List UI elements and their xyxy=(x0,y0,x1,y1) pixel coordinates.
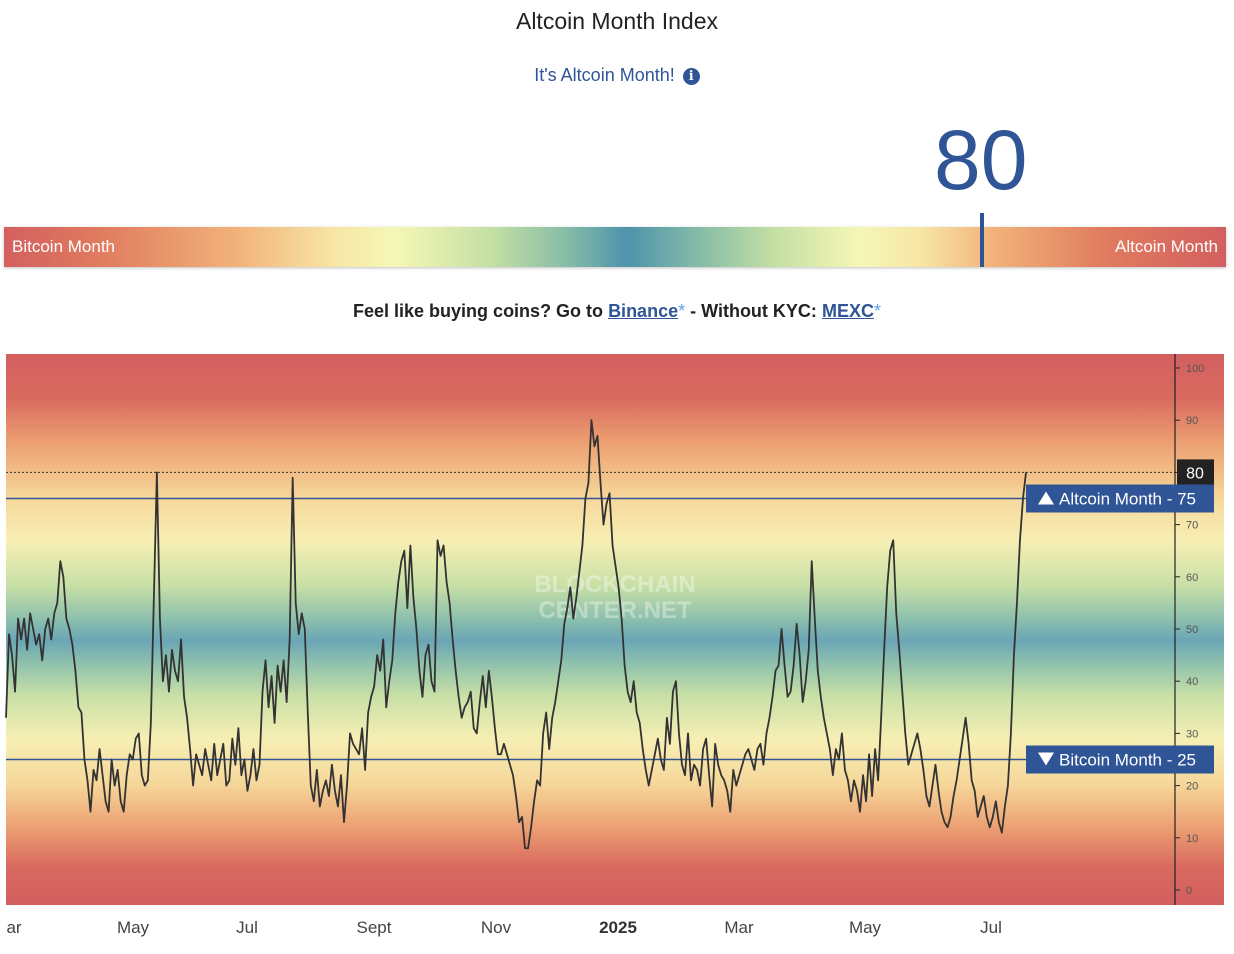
threshold-labels: Altcoin Month - 75 Bitcoin Month - 25 xyxy=(1026,484,1214,774)
index-value: 80 xyxy=(934,113,1028,207)
y-tick-label-10: 10 xyxy=(1186,833,1198,845)
x-tick-label-2: Jul xyxy=(236,918,258,937)
index-series-line xyxy=(5,419,1027,850)
status-text: It's Altcoin Month! xyxy=(534,65,675,85)
x-tick-label-0: ar xyxy=(6,918,21,937)
x-tick-label-7: May xyxy=(849,918,882,937)
promo-banner: Feel like buying coins? Go to Binance* -… xyxy=(0,301,1234,322)
x-tick-label-3: Sept xyxy=(357,918,392,937)
y-tick-label-60: 60 xyxy=(1186,572,1198,584)
y-tick-label-40: 40 xyxy=(1186,676,1198,688)
y-tick-label-70: 70 xyxy=(1186,520,1198,532)
binance-link[interactable]: Binance xyxy=(608,301,679,321)
y-tick-label-50: 50 xyxy=(1186,624,1198,636)
gauge-right-label: Altcoin Month xyxy=(1115,237,1218,256)
x-tick-label-1: May xyxy=(117,918,150,937)
threshold-badge-75 xyxy=(1026,484,1214,513)
promo-prefix: Feel like buying coins? Go to xyxy=(353,301,604,321)
gauge-left-label: Bitcoin Month xyxy=(12,237,115,256)
x-axis: ar May Jul Sept Nov 2025 Mar May Jul xyxy=(6,918,1001,937)
promo-middle: - Without KYC: xyxy=(690,301,817,321)
y-tick-label-20: 20 xyxy=(1186,781,1198,793)
threshold-label-75: Altcoin Month - 75 xyxy=(1059,490,1196,509)
binance-star: * xyxy=(678,301,686,321)
x-tick-label-4: Nov xyxy=(481,918,512,937)
chart-background xyxy=(6,354,1224,905)
gauge-marker xyxy=(979,213,984,267)
mexc-link[interactable]: MEXC xyxy=(821,301,874,321)
info-icon[interactable]: i xyxy=(682,68,700,85)
threshold-label-25: Bitcoin Month - 25 xyxy=(1059,751,1196,770)
y-tick-label-100: 100 xyxy=(1186,363,1204,375)
current-value-badge xyxy=(1177,459,1214,486)
y-tick-label-0: 0 xyxy=(1186,885,1192,897)
x-tick-label-6: Mar xyxy=(724,918,754,937)
page-title: Altcoin Month Index xyxy=(515,8,718,34)
status-subtitle: It's Altcoin Month! i xyxy=(0,65,1234,86)
y-axis: 010203040506070809010080 xyxy=(1174,354,1214,905)
current-value-label: 80 xyxy=(1186,465,1204,482)
triangle-down-icon xyxy=(1038,752,1054,766)
mexc-star: * xyxy=(873,301,881,321)
y-tick-label-90: 90 xyxy=(1186,415,1198,427)
threshold-badge-25 xyxy=(1026,745,1214,774)
y-tick-label-30: 30 xyxy=(1186,728,1198,740)
triangle-up-icon xyxy=(1038,491,1054,505)
season-gauge-bar: Bitcoin Month Altcoin Month xyxy=(4,227,1226,267)
x-tick-label-5: 2025 xyxy=(599,918,637,937)
watermark-line-1: CENTER.NET xyxy=(538,597,692,624)
watermark-line-0: BLOCKCHAIN xyxy=(534,571,695,598)
x-tick-label-8: Jul xyxy=(980,918,1002,937)
